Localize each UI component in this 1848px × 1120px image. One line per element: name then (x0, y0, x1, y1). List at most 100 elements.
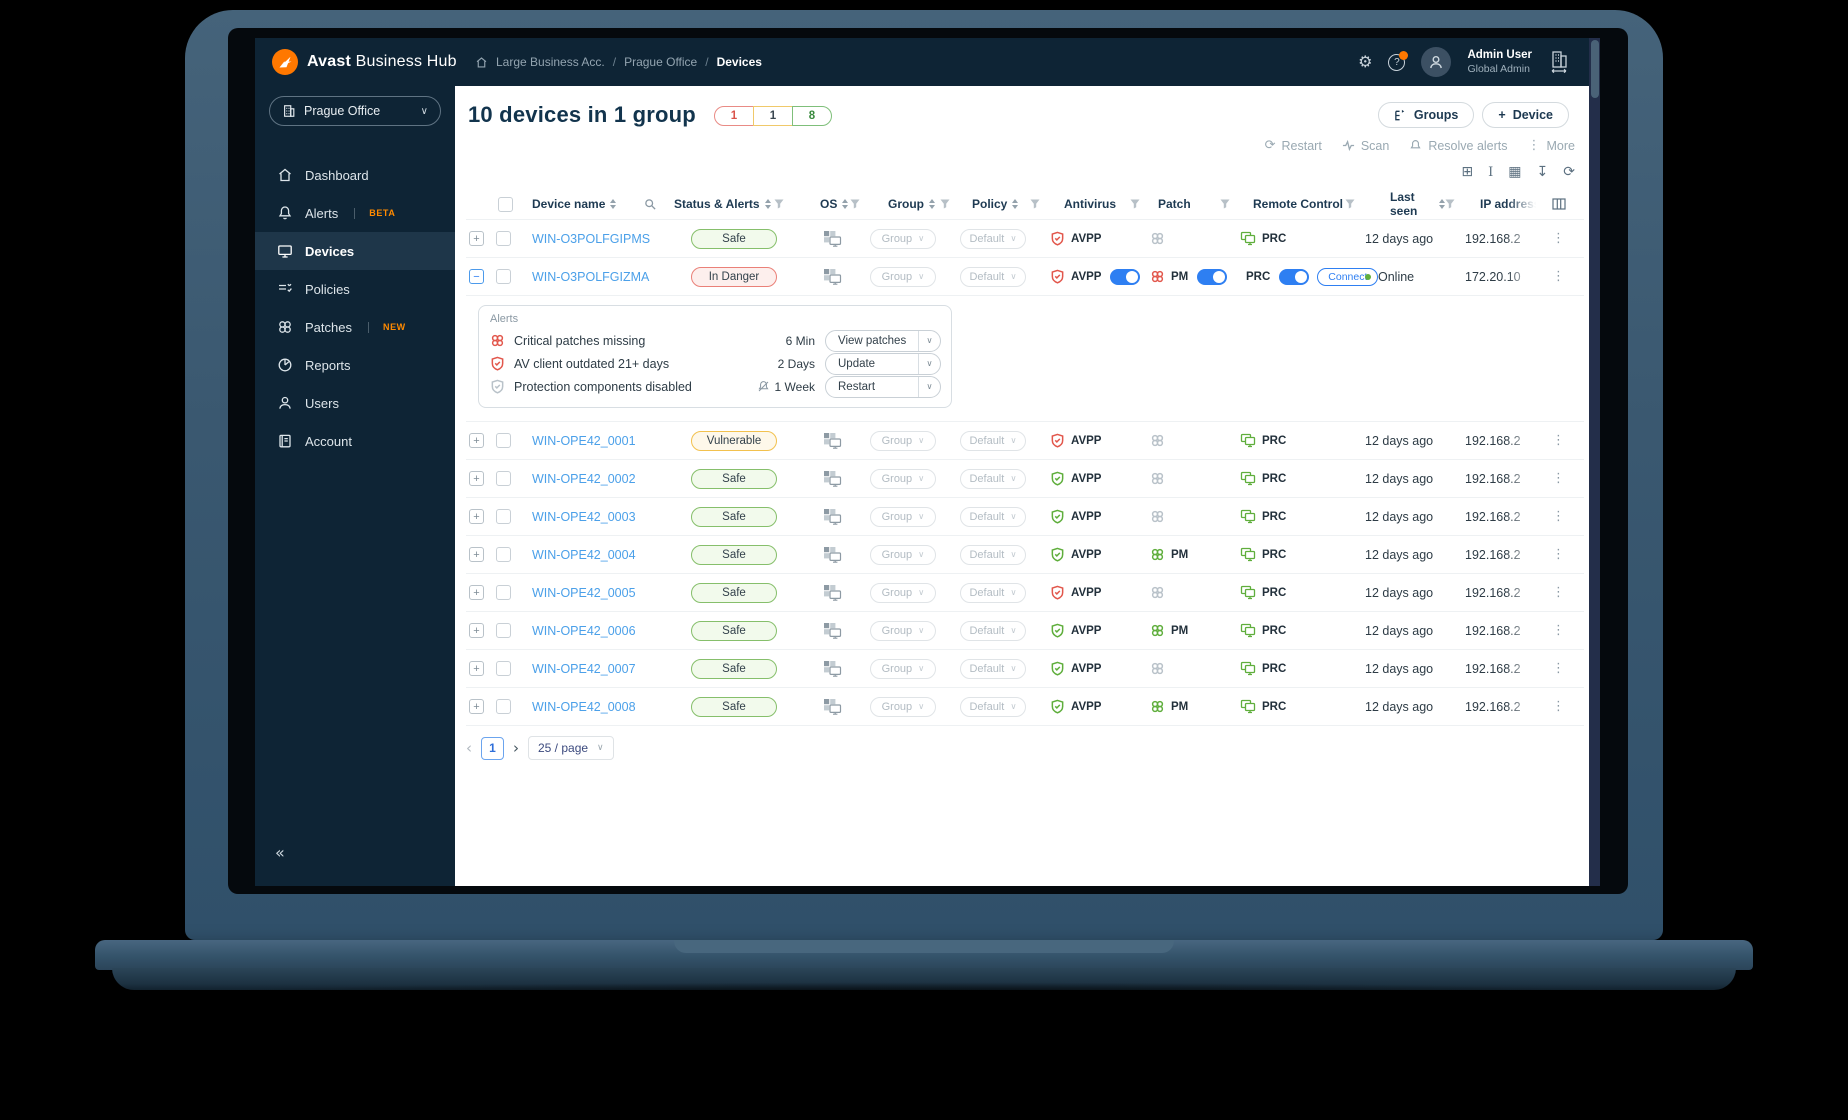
group-dropdown[interactable]: Group ∨ (870, 430, 936, 451)
row-menu-kebab[interactable]: ⋮ (1552, 623, 1565, 638)
filter-icon[interactable] (1030, 199, 1040, 209)
policy-dropdown[interactable]: Default ∨ (960, 506, 1026, 527)
sort-icon[interactable] (929, 199, 935, 209)
sidebar-item-policies[interactable]: Policies (255, 270, 455, 308)
sidebar-item-patches[interactable]: Patches NEW (255, 308, 455, 346)
expand-toggle[interactable]: + (469, 661, 484, 676)
expand-toggle[interactable]: + (469, 585, 484, 600)
device-name-link[interactable]: WIN-OPE42_0007 (532, 661, 636, 676)
col-policy[interactable]: Policy (960, 197, 1050, 211)
col-os[interactable]: OS (794, 197, 870, 211)
policy-dropdown[interactable]: Default ∨ (960, 696, 1026, 717)
device-name-link[interactable]: WIN-OPE42_0004 (532, 547, 636, 562)
sidebar-item-devices[interactable]: Devices (255, 232, 455, 270)
group-dropdown[interactable]: Group ∨ (870, 658, 936, 679)
sidebar-item-reports[interactable]: Reports (255, 346, 455, 384)
device-name-link[interactable]: WIN-OPE42_0006 (532, 623, 636, 638)
device-name-link[interactable]: WIN-OPE42_0002 (532, 471, 636, 486)
export-icon[interactable]: ↧ (1536, 164, 1549, 180)
connect-button[interactable]: Connect (1317, 267, 1379, 286)
refresh-icon[interactable]: ⟳ (1563, 164, 1575, 180)
sidebar-item-users[interactable]: Users (255, 384, 455, 422)
row-checkbox[interactable] (496, 269, 511, 284)
col-patch[interactable]: Patch (1150, 197, 1240, 211)
update-button[interactable]: Update ∨ (825, 352, 941, 375)
filter-icon[interactable] (1130, 199, 1140, 209)
page-number[interactable]: 1 (481, 736, 504, 760)
add-to-group-icon[interactable]: ⊞ (1461, 164, 1474, 180)
search-icon[interactable] (644, 198, 657, 211)
table-view-icon[interactable]: ▦ (1508, 164, 1522, 180)
sort-icon[interactable] (1439, 199, 1445, 209)
filter-icon[interactable] (1445, 199, 1455, 209)
expand-toggle[interactable]: + (469, 699, 484, 714)
sort-icon[interactable] (610, 199, 617, 209)
policy-dropdown[interactable]: Default ∨ (960, 582, 1026, 603)
filter-icon[interactable] (850, 199, 860, 209)
rename-icon[interactable]: I (1488, 164, 1494, 180)
breadcrumb-site[interactable]: Prague Office (624, 55, 698, 69)
resolve-alerts-action[interactable]: Resolve alerts (1409, 139, 1508, 153)
expand-toggle[interactable]: + (469, 509, 484, 524)
filter-icon[interactable] (1345, 199, 1355, 209)
device-name-link[interactable]: WIN-O3POLFGIPMS (532, 231, 651, 246)
policy-dropdown[interactable]: Default ∨ (960, 228, 1026, 249)
patch-toggle[interactable] (1197, 268, 1228, 285)
select-all-checkbox[interactable] (498, 196, 513, 212)
row-menu-kebab[interactable]: ⋮ (1552, 509, 1565, 524)
device-name-link[interactable]: WIN-OPE42_0008 (532, 699, 636, 714)
row-menu-kebab[interactable]: ⋮ (1552, 661, 1565, 676)
next-page-icon[interactable]: › (513, 738, 519, 757)
site-selector[interactable]: Prague Office ∨ (269, 96, 441, 126)
vertical-scrollbar[interactable] (1589, 38, 1600, 886)
chevron-down-icon[interactable]: ∨ (918, 376, 940, 397)
row-checkbox[interactable] (496, 231, 511, 246)
row-menu-kebab[interactable]: ⋮ (1552, 269, 1565, 284)
filter-icon[interactable] (1220, 199, 1230, 209)
avatar[interactable] (1421, 47, 1452, 77)
warning-count-badge[interactable]: 1 (752, 106, 793, 126)
col-ip-address[interactable]: IP address (1480, 197, 1540, 211)
group-dropdown[interactable]: Group ∨ (870, 266, 936, 287)
remote-control-toggle[interactable] (1279, 268, 1310, 285)
row-checkbox[interactable] (496, 547, 511, 562)
chevron-down-icon[interactable]: ∨ (918, 330, 940, 351)
expand-toggle[interactable]: + (469, 547, 484, 562)
per-page-select[interactable]: 25 / page ∨ (528, 736, 614, 760)
sidebar-collapse-icon[interactable]: « (275, 843, 285, 862)
row-menu-kebab[interactable]: ⋮ (1552, 585, 1565, 600)
policy-dropdown[interactable]: Default ∨ (960, 658, 1026, 679)
group-dropdown[interactable]: Group ∨ (870, 620, 936, 641)
breadcrumb-account[interactable]: Large Business Acc. (496, 55, 605, 69)
col-group[interactable]: Group (870, 197, 960, 211)
expand-toggle[interactable]: + (469, 433, 484, 448)
group-dropdown[interactable]: Group ∨ (870, 506, 936, 527)
policy-dropdown[interactable]: Default ∨ (960, 620, 1026, 641)
antivirus-toggle[interactable] (1110, 268, 1141, 285)
chevron-down-icon[interactable]: ∨ (918, 353, 940, 374)
expand-toggle[interactable]: + (469, 471, 484, 486)
device-name-link[interactable]: WIN-O3POLFGIZMA (532, 269, 650, 284)
gear-icon[interactable]: ⚙ (1358, 52, 1373, 71)
row-menu-kebab[interactable]: ⋮ (1552, 231, 1565, 246)
groups-button[interactable]: Groups (1377, 102, 1475, 128)
col-device-name[interactable]: Device name (532, 197, 644, 211)
sort-icon[interactable] (1012, 199, 1019, 209)
view-patches-button[interactable]: View patches ∨ (825, 329, 941, 352)
row-menu-kebab[interactable]: ⋮ (1552, 471, 1565, 486)
account-switcher-icon[interactable] (1548, 50, 1570, 74)
sidebar-item-alerts[interactable]: Alerts BETA (255, 194, 455, 232)
user-info[interactable]: Admin User Global Admin (1467, 48, 1532, 76)
row-menu-kebab[interactable]: ⋮ (1552, 699, 1565, 714)
col-remote-control[interactable]: Remote Control (1240, 197, 1365, 211)
scrollbar-thumb[interactable] (1590, 40, 1599, 98)
row-checkbox[interactable] (496, 509, 511, 524)
row-checkbox[interactable] (496, 585, 511, 600)
sidebar-item-account[interactable]: Account (255, 422, 455, 460)
sort-icon[interactable] (842, 199, 849, 209)
group-dropdown[interactable]: Group ∨ (870, 468, 936, 489)
sidebar-item-dashboard[interactable]: Dashboard (255, 156, 455, 194)
safe-count-badge[interactable]: 8 (791, 106, 832, 126)
expand-toggle[interactable]: − (469, 269, 484, 284)
col-antivirus[interactable]: Antivirus (1050, 197, 1150, 211)
